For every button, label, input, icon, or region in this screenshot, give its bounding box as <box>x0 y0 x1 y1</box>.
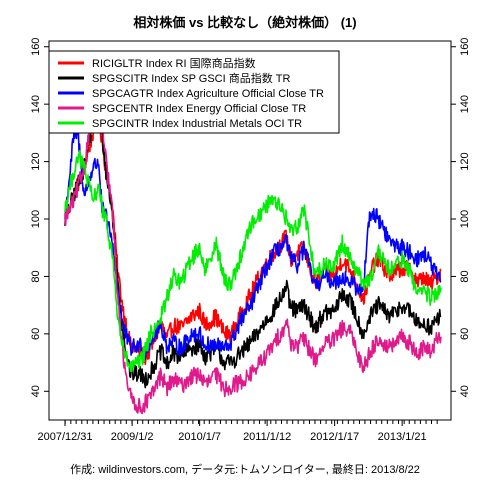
series-line-3 <box>64 127 442 361</box>
y-tick-label-left: 60 <box>30 328 42 340</box>
y-tick-label-right: 120 <box>459 152 471 170</box>
legend-box <box>48 50 340 134</box>
chart-title: 相対株価 vs 比較なし（絶対株価） (1) <box>133 15 356 30</box>
y-axis-left: 40 60 80 100 120 140 160 <box>30 38 49 397</box>
legend-label-4: SPGCENTR Index Energy Official Close TR <box>92 103 306 115</box>
legend-label-5: SPGCINTR Index Industrial Metals OCI TR <box>92 118 302 130</box>
x-tick-label: 2007/12/31 <box>37 431 92 443</box>
y-tick-label-right: 60 <box>459 328 471 340</box>
y-tick-label-left: 140 <box>30 95 42 113</box>
y-tick-label-right: 100 <box>459 210 471 228</box>
series-line-4 <box>64 80 442 415</box>
x-tick-label: 2012/1/17 <box>310 431 359 443</box>
y-tick-label-right: 140 <box>459 95 471 113</box>
x-tick-label: 2010/1/7 <box>178 431 221 443</box>
y-tick-label-left: 80 <box>30 270 42 282</box>
y-tick-label-right: 160 <box>459 38 471 56</box>
series-line-5 <box>64 150 442 373</box>
chart-caption: 作成: wildinvestors.com, データ元:トムソンロイター, 最終… <box>70 462 420 476</box>
y-tick-label-right: 40 <box>459 385 471 397</box>
y-axis-right: 40 60 80 100 120 140 160 <box>451 38 471 397</box>
plot-frame <box>48 40 452 421</box>
y-tick-label-left: 120 <box>30 152 42 170</box>
y-tick-label-left: 40 <box>30 385 42 397</box>
x-tick-label: 2013/1/21 <box>378 431 427 443</box>
y-tick-label-left: 100 <box>30 210 42 228</box>
legend-label-3: SPGCAGTR Index Agriculture Official Clos… <box>92 88 324 100</box>
series-lines <box>64 80 442 415</box>
legend-label-2: SPGSCITR Index SP GSCI 商品指数 TR <box>92 71 291 85</box>
y-tick-label-right: 80 <box>459 270 471 282</box>
x-tick-label: 2009/1/2 <box>111 431 154 443</box>
x-axis: 2007/12/31 2009/1/2 2010/1/7 2011/1/12 2012/… <box>37 420 438 443</box>
y-tick-label-left: 160 <box>30 38 42 56</box>
legend-label-1: RICIGLTR Index RI 国際商品指数 <box>92 56 256 70</box>
x-tick-label: 2011/1/12 <box>243 431 291 443</box>
